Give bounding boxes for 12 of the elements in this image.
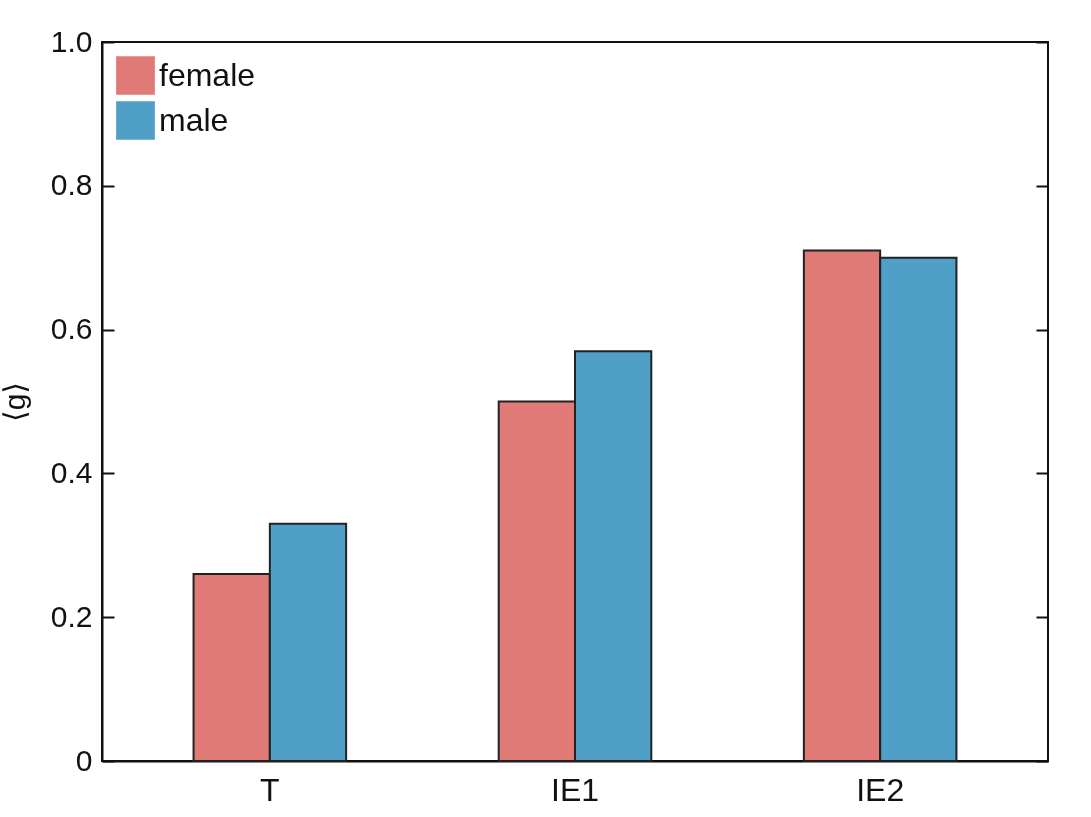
y-tick-label: 1.0 [50,24,93,58]
legend-label: male [159,101,229,138]
y-tick-label: 0.6 [50,312,93,346]
x-tick-label: T [260,771,280,808]
x-tick-label: IE1 [550,771,600,808]
y-axis-title: ⟨g⟩ [0,381,31,423]
y-tick-label: 0.2 [50,599,93,633]
y-tick-label: 0.8 [50,168,93,202]
y-tick-label: 0.4 [50,455,93,489]
y-tick-label: 0 [75,743,93,777]
legend-label: female [159,56,256,93]
x-tick-label: IE2 [856,771,905,808]
